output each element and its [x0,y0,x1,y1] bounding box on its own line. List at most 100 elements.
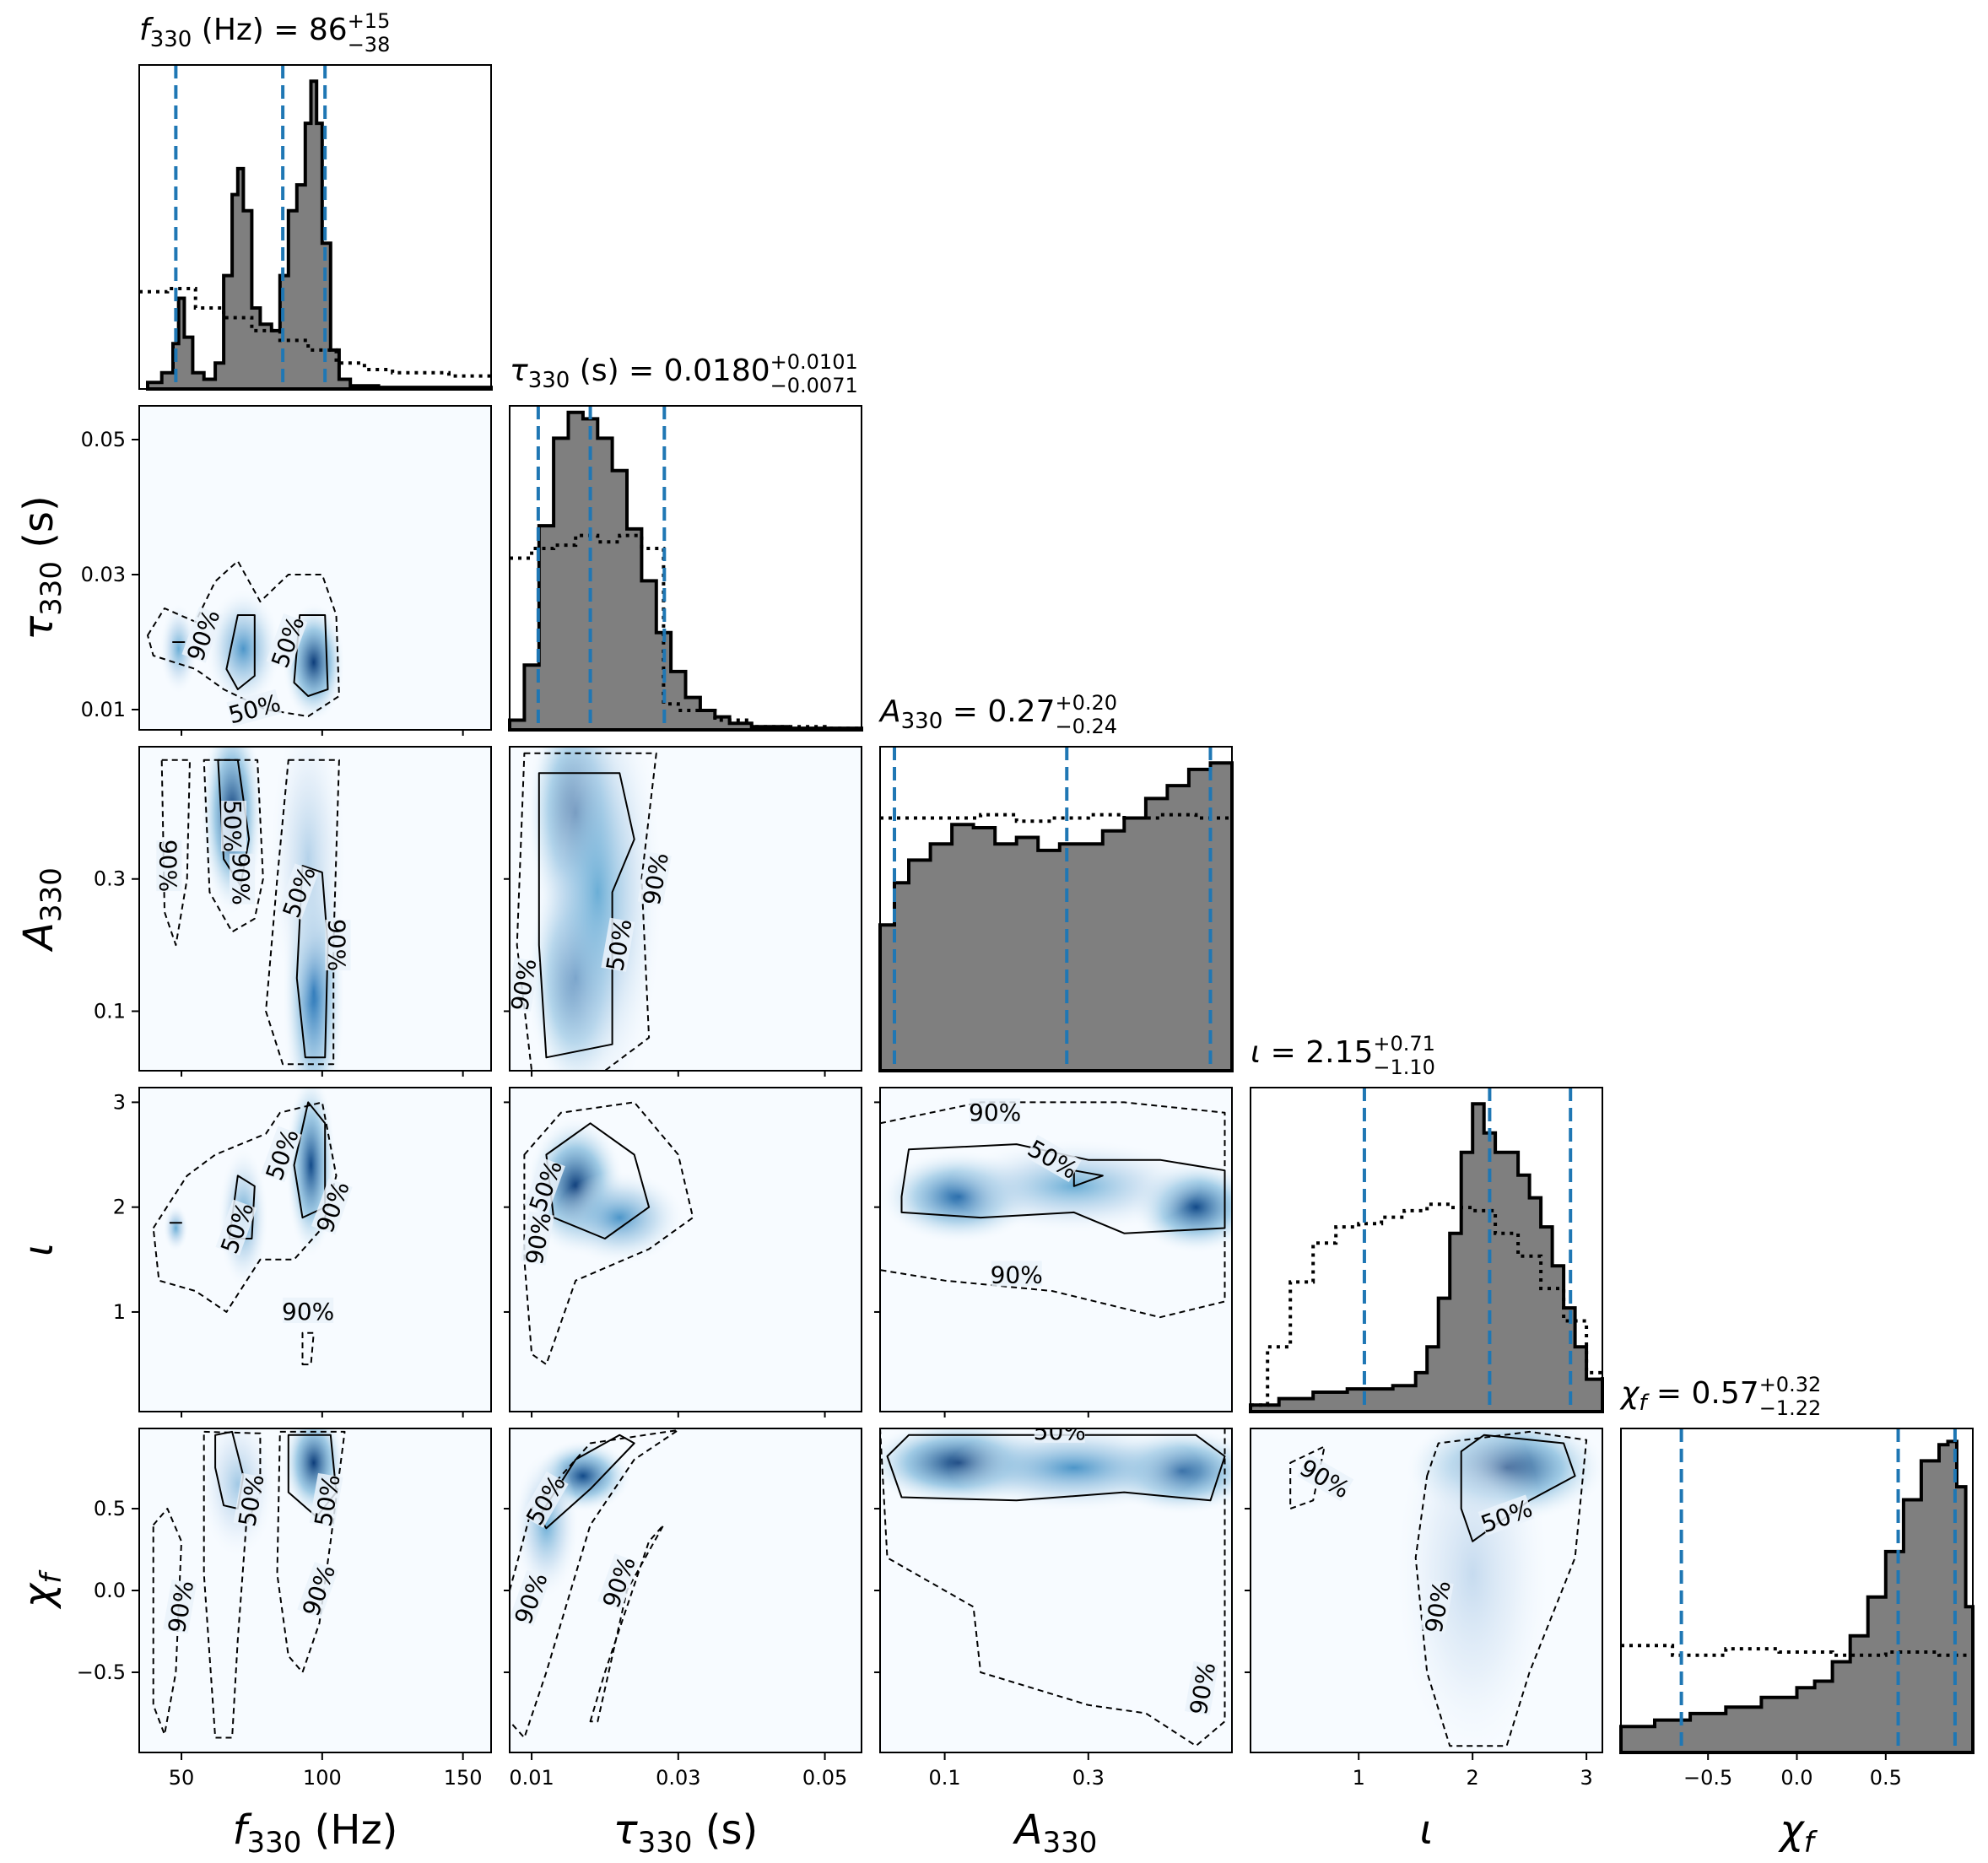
title-part: = 2.15 [1261,1035,1373,1070]
density-blob [206,589,281,709]
posterior-histogram [146,79,493,391]
contour-90 [152,1101,338,1313]
x-tick-label: 150 [444,1766,483,1790]
x-axis-label-A330: A330 [1013,1806,1098,1860]
y-tick-label: 1 [113,1300,126,1324]
prior-histogram [880,813,1232,824]
x-tick-label: 0.5 [1870,1766,1902,1790]
contour-label-bg [221,801,247,852]
title-tau330: τ330 (s) = 0.0180+0.0101 −0.0071 [510,350,858,397]
title-part: ι [1251,1035,1261,1070]
histogram-panel-chif [1619,1428,1974,1754]
x-tick-label: 0.0 [1780,1766,1812,1790]
panel-frame [138,1087,492,1412]
y-tick-label: −0.5 [77,1660,126,1684]
density-panel-chif-tau330: 50%90% 90% [509,1428,862,1753]
panel-frame [509,746,862,1072]
axis-label-part: ι [15,1243,62,1256]
contour-label-bg [230,853,256,904]
contour-label-bg [970,1098,1021,1124]
contour-label-bg [601,917,635,972]
density-blob [554,1171,684,1264]
x-axis-label-f330: f330 (Hz) [233,1806,398,1860]
contour-label: 90% [282,1298,334,1326]
contour-90 [880,1101,1226,1319]
y-tick-label: 0.05 [81,428,126,451]
contour-label-bg [1419,1579,1454,1634]
axis-label-part: A [1013,1806,1043,1854]
axis-label-part: (s) [693,1806,759,1854]
title-part: −0.0071 [770,374,858,397]
y-tick-label: 0.1 [94,999,126,1023]
contour-label-bg [325,920,351,971]
axis-label-part: χ [1777,1806,1805,1854]
contour-90 [152,1508,182,1736]
y-axis-label-A330: A330 [15,867,68,953]
contour-label-bg [311,1178,353,1235]
title-part: +0.32 [1759,1373,1822,1396]
y-axis-label-chif: χf [15,1569,68,1610]
x-axis-label-chif: χf [1777,1806,1818,1860]
panel-frame [1250,1087,1603,1412]
axis-label-part: 330 [247,1826,302,1860]
density-panel-chif-A330: 50%90% [879,1428,1233,1753]
density-blob [532,747,662,1071]
x-axis-label-iota: ι [1419,1806,1433,1854]
y-tick-label: 2 [113,1196,126,1219]
axis-label-part: f [1804,1826,1818,1860]
title-f330: f330 (Hz) = 86+15 −38 [139,9,390,57]
density-blob [948,1428,1201,1511]
y-axis-label-iota: ι [15,1243,62,1256]
contour-90 [276,1430,346,1673]
contour-label-bg [215,1199,257,1256]
panel-frame [138,405,492,731]
y-tick-label: 0.5 [94,1497,126,1520]
x-tick-label: 1 [1353,1766,1365,1790]
x-tick-label: 3 [1580,1766,1592,1790]
axis-label-part: (s) [15,495,62,561]
x-tick-label: 0.05 [802,1766,847,1790]
prior-histogram [1251,1202,1604,1407]
posterior-histogram [1249,1102,1604,1413]
axis-label-part: (Hz) [301,1806,397,1854]
contour-50 [886,1434,1226,1502]
y-tick-label: 0.01 [81,698,126,721]
histogram-panel-tau330 [508,405,863,732]
contour-label-bg [1297,1454,1354,1502]
y-tick-label: 3 [113,1090,126,1114]
title-part: χ [1619,1376,1640,1411]
title-part: (Hz) = 86 [192,13,347,47]
contour-90 [203,759,264,933]
y-tick-label: 0.03 [81,563,126,586]
title-part: = 0.27 [943,694,1055,729]
x-tick-label: 2 [1467,1766,1479,1790]
posterior-histogram [1619,1439,1974,1754]
title-part: −0.24 [1056,715,1118,738]
axis-label-part: τ [613,1806,639,1854]
density-panel-iota-A330: 90%50%90% [879,1087,1233,1412]
title-iota: ι = 2.15+0.71 −1.10 [1251,1032,1435,1079]
x-axis-label-tau330: τ330 (s) [613,1806,759,1860]
contour-label: 50% [219,800,246,852]
density-panel-iota-tau330: 50%90% [509,1087,862,1412]
contour-50 [1072,1169,1104,1187]
contour-label-bg [277,863,319,921]
axis-label-part: τ [15,615,62,640]
contour-90 [1289,1445,1326,1509]
axis-label-part: 330 [35,561,68,616]
contour-label-bg [1034,1428,1085,1443]
contour-90 [147,560,340,717]
contour-90 [589,1524,665,1723]
contour-50 [295,865,329,1059]
contour-label-bg [520,1211,554,1266]
y-axis-label-tau330: τ330 (s) [15,495,68,640]
contour-label-bg [163,1579,197,1634]
density-blob [163,1205,189,1251]
title-part: +0.20 [1056,691,1118,715]
title-part: −38 [348,33,391,57]
axis-label-part: f [35,1569,68,1584]
density-blob [159,604,197,694]
contour-label-bg [156,840,182,892]
title-part: τ [510,354,528,388]
